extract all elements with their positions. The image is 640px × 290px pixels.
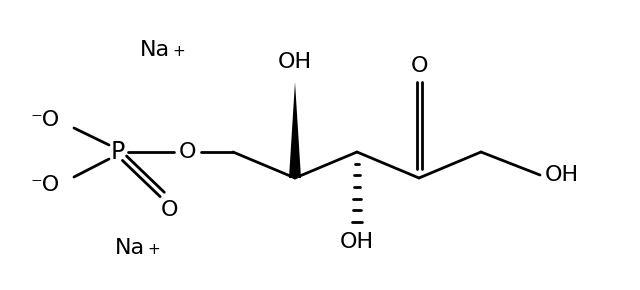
Text: Na: Na	[115, 238, 145, 258]
Text: Na: Na	[140, 40, 170, 60]
Text: ⁻O: ⁻O	[31, 175, 60, 195]
Text: +: +	[172, 44, 185, 59]
Text: ⁻O: ⁻O	[31, 110, 60, 130]
Text: O: O	[161, 200, 179, 220]
Text: OH: OH	[545, 165, 579, 185]
Text: O: O	[410, 56, 428, 76]
Text: OH: OH	[278, 52, 312, 72]
Text: OH: OH	[340, 232, 374, 252]
Text: +: +	[147, 242, 160, 257]
Text: O: O	[179, 142, 196, 162]
Text: P: P	[111, 140, 125, 164]
Polygon shape	[289, 82, 301, 178]
